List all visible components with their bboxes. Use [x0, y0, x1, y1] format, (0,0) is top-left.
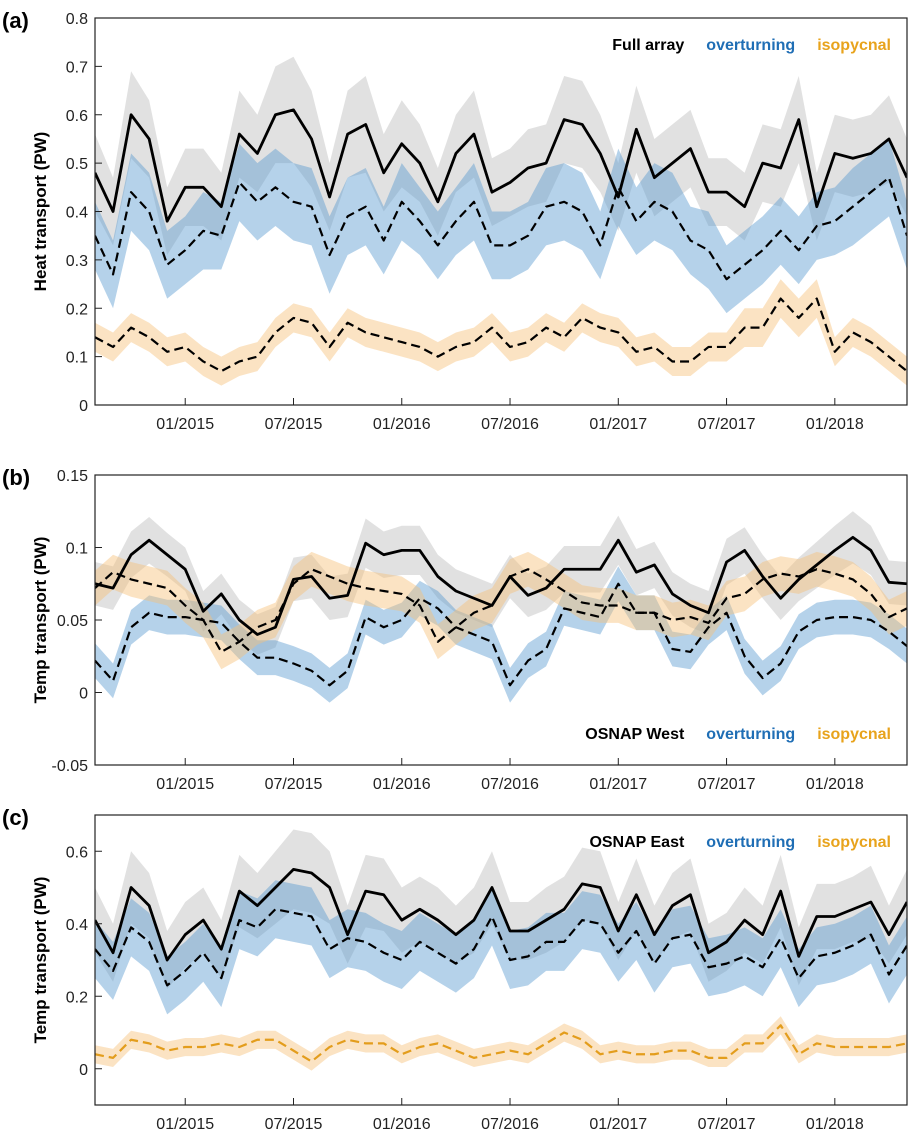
y-tick-label: 0.2: [66, 301, 88, 318]
y-tick-label: 0.4: [66, 917, 88, 934]
plot-area: [95, 829, 907, 1071]
legend-entry: overturning: [706, 726, 795, 743]
error-band: [95, 1016, 907, 1071]
x-tick-label: 07/2015: [265, 416, 323, 433]
error-band: [95, 279, 907, 386]
x-tick-label: 01/2017: [589, 1116, 647, 1133]
legend-entry: overturning: [706, 37, 795, 54]
series-line: [95, 108, 907, 223]
legend-entry: OSNAP East: [589, 834, 685, 851]
y-tick-label: 0.6: [66, 108, 88, 125]
series-line: [95, 297, 907, 373]
x-tick-label: 01/2016: [373, 416, 431, 433]
series-line: [95, 908, 907, 987]
x-tick-label: 07/2016: [481, 776, 539, 793]
panel-label: (c): [2, 805, 29, 830]
y-tick-label: 0.1: [66, 541, 88, 558]
legend-entry: overturning: [706, 834, 795, 851]
legend-entry: isopycnal: [817, 834, 891, 851]
x-tick-label: 01/2016: [373, 776, 431, 793]
x-tick-label: 01/2018: [806, 416, 864, 433]
x-tick-label: 07/2017: [698, 1116, 756, 1133]
plot-area: [95, 56, 907, 386]
y-axis-label: Heat transport (PW): [31, 132, 50, 292]
x-tick-label: 01/2018: [806, 1116, 864, 1133]
y-tick-label: 0: [79, 1062, 88, 1079]
error-band: [95, 511, 907, 655]
y-tick-label: 0.2: [66, 989, 88, 1006]
legend-entry: Full array: [612, 37, 684, 54]
x-tick-label: 07/2015: [265, 1116, 323, 1133]
x-tick-label: 01/2017: [589, 776, 647, 793]
y-tick-label: 0.7: [66, 59, 88, 76]
series-line: [95, 535, 907, 636]
y-axis-label: Temp transport (PW): [31, 877, 50, 1044]
y-tick-label: 0: [79, 686, 88, 703]
error-band: [95, 566, 907, 703]
x-tick-label: 07/2015: [265, 776, 323, 793]
x-tick-label: 07/2016: [481, 1116, 539, 1133]
series-line: [95, 176, 907, 281]
y-tick-label: 0.05: [57, 613, 88, 630]
series-line: [95, 867, 907, 962]
error-band: [95, 56, 907, 256]
x-tick-label: 01/2015: [156, 1116, 214, 1133]
legend-entry: isopycnal: [817, 37, 891, 54]
series-line: [95, 1024, 907, 1063]
x-tick-label: 01/2015: [156, 776, 214, 793]
axes-box: [94, 814, 908, 1106]
series-line: [95, 582, 907, 687]
legend-entry: OSNAP West: [585, 726, 685, 743]
plot-area: [95, 511, 907, 703]
x-tick-label: 01/2018: [806, 776, 864, 793]
y-tick-label: -0.05: [52, 758, 89, 775]
panel-label: (b): [2, 465, 30, 490]
x-tick-label: 07/2017: [698, 776, 756, 793]
y-tick-label: 0.4: [66, 205, 88, 222]
y-tick-label: 0.8: [66, 11, 88, 28]
y-axis-label: Temp transport (PW): [31, 537, 50, 704]
error-band: [95, 138, 907, 314]
y-tick-label: 0.3: [66, 253, 88, 270]
panel-label: (a): [2, 8, 29, 33]
y-tick-label: 0.1: [66, 350, 88, 367]
x-tick-label: 07/2017: [698, 416, 756, 433]
x-tick-label: 01/2015: [156, 416, 214, 433]
x-tick-label: 07/2016: [481, 416, 539, 433]
y-tick-label: 0: [79, 398, 88, 415]
x-tick-label: 01/2016: [373, 1116, 431, 1133]
y-tick-label: 0.15: [57, 468, 88, 485]
series-line: [95, 568, 907, 653]
y-tick-label: 0.5: [66, 156, 88, 173]
x-tick-label: 01/2017: [589, 416, 647, 433]
legend-entry: isopycnal: [817, 726, 891, 743]
y-tick-label: 0.6: [66, 844, 88, 861]
